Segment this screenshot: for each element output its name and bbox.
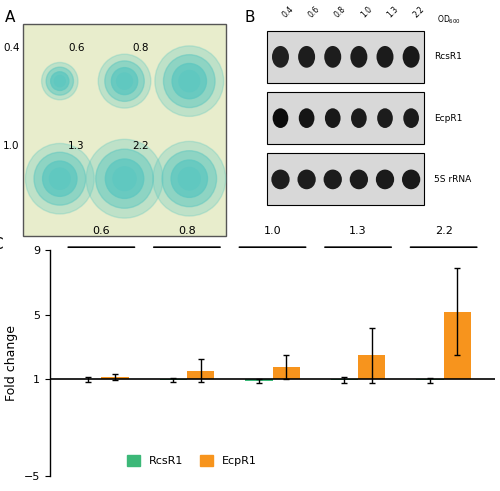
Text: 0.8: 0.8 — [332, 4, 347, 19]
FancyBboxPatch shape — [268, 154, 424, 205]
Text: 1.3: 1.3 — [68, 140, 84, 151]
Ellipse shape — [324, 46, 341, 68]
FancyBboxPatch shape — [268, 31, 424, 83]
Bar — [272, 367, 300, 380]
Text: OD$_{600}$: OD$_{600}$ — [437, 14, 460, 26]
Legend: RcsR1, EcpR1: RcsR1, EcpR1 — [122, 450, 262, 471]
Text: 1.3: 1.3 — [385, 4, 400, 19]
Text: 0.8: 0.8 — [132, 43, 149, 53]
Bar — [444, 312, 471, 380]
Ellipse shape — [299, 109, 314, 128]
Ellipse shape — [402, 46, 419, 68]
Circle shape — [98, 54, 151, 108]
Text: 1.0: 1.0 — [264, 226, 281, 236]
Circle shape — [26, 143, 94, 214]
Ellipse shape — [376, 46, 394, 68]
Text: 1.3: 1.3 — [350, 226, 367, 236]
Text: 0.4: 0.4 — [3, 43, 20, 53]
Text: RcsR1: RcsR1 — [434, 53, 462, 61]
Text: B: B — [244, 10, 255, 25]
Circle shape — [106, 159, 144, 198]
Ellipse shape — [272, 169, 289, 189]
Ellipse shape — [298, 169, 316, 189]
Text: A: A — [5, 10, 15, 25]
Ellipse shape — [325, 109, 340, 128]
Circle shape — [46, 67, 74, 95]
Ellipse shape — [350, 169, 368, 189]
Text: 2.2: 2.2 — [411, 4, 426, 19]
Ellipse shape — [377, 109, 393, 128]
Text: 2.2: 2.2 — [434, 226, 452, 236]
Text: 0.6: 0.6 — [92, 226, 110, 236]
Circle shape — [112, 68, 138, 95]
Bar — [416, 380, 444, 381]
Text: 5S rRNA: 5S rRNA — [434, 175, 472, 184]
Circle shape — [42, 161, 77, 196]
Ellipse shape — [324, 169, 342, 189]
Bar — [102, 377, 128, 380]
Text: 1.0: 1.0 — [3, 140, 20, 151]
FancyBboxPatch shape — [268, 92, 424, 144]
Ellipse shape — [351, 109, 366, 128]
Circle shape — [50, 72, 69, 90]
Ellipse shape — [376, 169, 394, 189]
Circle shape — [50, 168, 70, 190]
Bar — [245, 380, 272, 382]
Circle shape — [171, 160, 207, 197]
Circle shape — [113, 167, 136, 191]
Text: 0.6: 0.6 — [68, 43, 84, 53]
Circle shape — [179, 71, 200, 92]
FancyBboxPatch shape — [24, 24, 226, 236]
Circle shape — [116, 73, 132, 89]
Text: C: C — [0, 237, 3, 252]
Text: 2.2: 2.2 — [132, 140, 150, 151]
Ellipse shape — [404, 109, 419, 128]
Text: EcpR1: EcpR1 — [434, 113, 462, 123]
Bar — [358, 355, 386, 380]
Ellipse shape — [298, 46, 315, 68]
Circle shape — [164, 55, 215, 108]
Circle shape — [105, 61, 144, 101]
Text: 0.8: 0.8 — [178, 226, 196, 236]
Circle shape — [172, 63, 206, 99]
Circle shape — [155, 46, 224, 116]
Ellipse shape — [350, 46, 368, 68]
Circle shape — [34, 152, 86, 205]
Ellipse shape — [402, 169, 420, 189]
Ellipse shape — [272, 46, 289, 68]
Ellipse shape — [272, 109, 288, 128]
Circle shape — [42, 62, 78, 100]
Bar — [187, 371, 214, 380]
Circle shape — [86, 139, 163, 218]
Circle shape — [54, 76, 66, 87]
Text: 1.0: 1.0 — [359, 4, 374, 19]
Bar — [160, 380, 187, 381]
Text: 0.4: 0.4 — [280, 4, 295, 19]
Circle shape — [153, 141, 226, 216]
Circle shape — [162, 151, 216, 207]
Text: 0.6: 0.6 — [306, 4, 322, 19]
Circle shape — [178, 167, 200, 190]
Circle shape — [96, 149, 154, 208]
Y-axis label: Fold change: Fold change — [6, 326, 18, 401]
